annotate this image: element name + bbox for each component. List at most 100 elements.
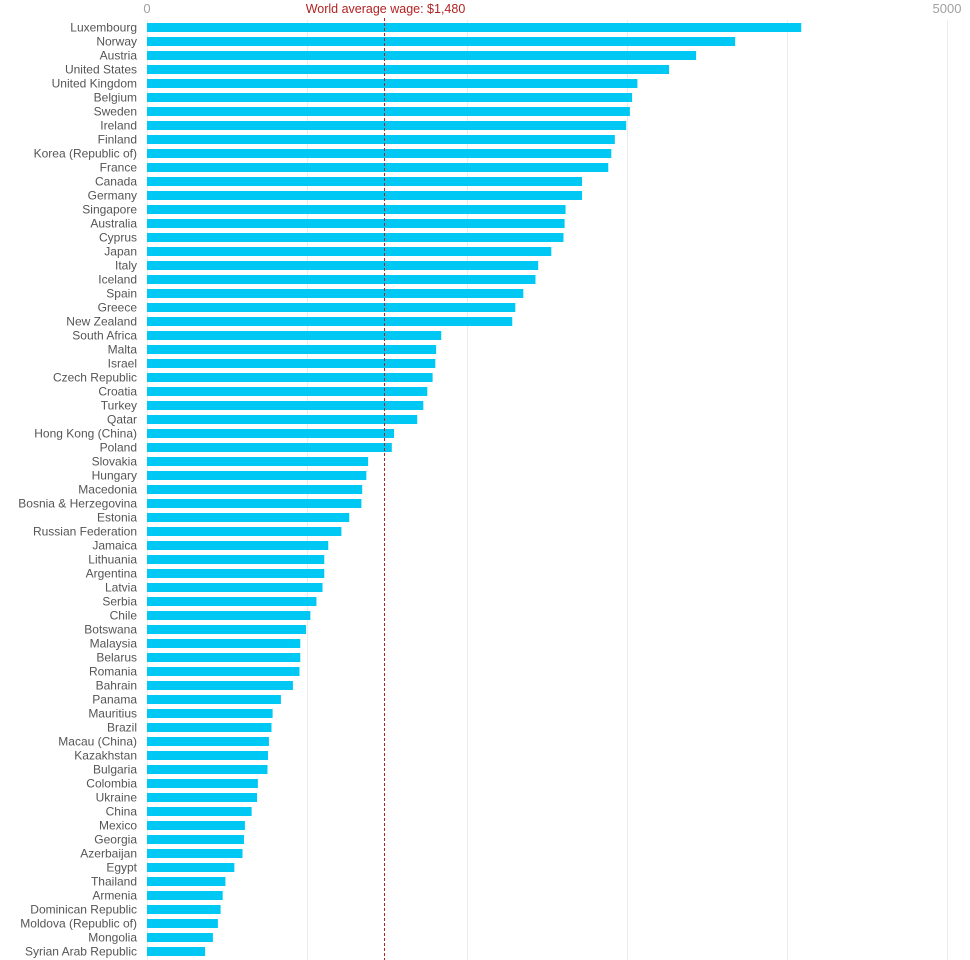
- bar: [147, 331, 442, 340]
- category-label: Mongolia: [88, 931, 137, 945]
- category-label: Mexico: [99, 819, 137, 833]
- category-label: Italy: [115, 259, 137, 273]
- category-label: Malta: [108, 343, 138, 357]
- category-label: South Africa: [72, 329, 137, 343]
- bar: [147, 247, 552, 256]
- bar: [147, 625, 307, 634]
- category-label: Mauritius: [88, 707, 137, 721]
- category-label: Sweden: [94, 105, 137, 119]
- bar: [147, 891, 223, 900]
- category-label: Bosnia & Herzegovina: [18, 497, 137, 511]
- category-label: Croatia: [98, 385, 137, 399]
- bar: [147, 849, 243, 858]
- category-label: Spain: [106, 287, 137, 301]
- bar: [147, 177, 583, 186]
- category-label: New Zealand: [66, 315, 137, 329]
- x-tick-label: 0: [143, 1, 150, 16]
- bar: [147, 415, 418, 424]
- bar: [147, 149, 612, 158]
- bar: [147, 569, 325, 578]
- bar: [147, 513, 350, 522]
- bar: [147, 751, 268, 760]
- bar: [147, 793, 258, 802]
- bar: [147, 191, 583, 200]
- category-label: Azerbaijan: [80, 847, 137, 861]
- bar: [147, 261, 539, 270]
- bar: [147, 233, 564, 242]
- category-label: Serbia: [102, 595, 137, 609]
- category-label: Bahrain: [96, 679, 137, 693]
- bar: [147, 275, 536, 284]
- bar: [147, 219, 565, 228]
- bar: [147, 303, 516, 312]
- bar: [147, 387, 428, 396]
- bar: [147, 499, 362, 508]
- bar: [147, 835, 244, 844]
- category-label: Macau (China): [58, 735, 137, 749]
- category-label: Macedonia: [78, 483, 137, 497]
- bar: [147, 779, 258, 788]
- category-label: Malaysia: [90, 637, 138, 651]
- bar: [147, 695, 281, 704]
- x-axis-ticks: 0 5000: [143, 1, 961, 16]
- bar: [147, 555, 325, 564]
- bar: [147, 653, 301, 662]
- bar: [147, 905, 221, 914]
- bar: [147, 443, 392, 452]
- bar: [147, 289, 524, 298]
- category-label: Czech Republic: [53, 371, 137, 385]
- category-label: Japan: [104, 245, 137, 259]
- bar: [147, 79, 638, 88]
- category-label: United Kingdom: [52, 77, 137, 91]
- bar: [147, 205, 566, 214]
- bar: [147, 373, 433, 382]
- category-label: Dominican Republic: [30, 903, 137, 917]
- category-label: United States: [65, 63, 137, 77]
- bar: [147, 65, 670, 74]
- gridlines: [147, 20, 948, 960]
- category-label: Norway: [96, 35, 137, 49]
- category-label: Slovakia: [92, 455, 138, 469]
- bar: [147, 933, 213, 942]
- bar: [147, 723, 272, 732]
- category-label: Egypt: [106, 861, 137, 875]
- category-label: Panama: [92, 693, 137, 707]
- bar: [147, 919, 218, 928]
- bar: [147, 163, 609, 172]
- bar: [147, 37, 736, 46]
- category-label: Brazil: [107, 721, 137, 735]
- category-label: Belarus: [96, 651, 137, 665]
- category-label: Cyprus: [99, 231, 137, 245]
- bar: [147, 667, 300, 676]
- category-label: Ukraine: [96, 791, 138, 805]
- bar: [147, 317, 513, 326]
- category-label: Bulgaria: [93, 763, 137, 777]
- category-label: Singapore: [82, 203, 137, 217]
- category-label: Canada: [95, 175, 137, 189]
- category-label: Argentina: [86, 567, 138, 581]
- category-label: Hungary: [92, 469, 137, 483]
- category-label: Austria: [100, 49, 138, 63]
- category-label: Romania: [89, 665, 137, 679]
- category-label: Botswana: [84, 623, 137, 637]
- bar: [147, 345, 437, 354]
- bar: [147, 93, 633, 102]
- bar: [147, 583, 323, 592]
- category-label: Ireland: [100, 119, 137, 133]
- category-label: Finland: [98, 133, 137, 147]
- category-label: Lithuania: [88, 553, 137, 567]
- category-label: Syrian Arab Republic: [25, 945, 137, 959]
- bar: [147, 135, 615, 144]
- bar: [147, 107, 630, 116]
- bar: [147, 821, 245, 830]
- bar: [147, 639, 301, 648]
- category-label: Armenia: [92, 889, 137, 903]
- category-label: Israel: [108, 357, 137, 371]
- category-label: Thailand: [91, 875, 137, 889]
- bar: [147, 681, 293, 690]
- bar: [147, 807, 252, 816]
- category-label: Australia: [90, 217, 137, 231]
- bar: [147, 541, 329, 550]
- bar: [147, 457, 369, 466]
